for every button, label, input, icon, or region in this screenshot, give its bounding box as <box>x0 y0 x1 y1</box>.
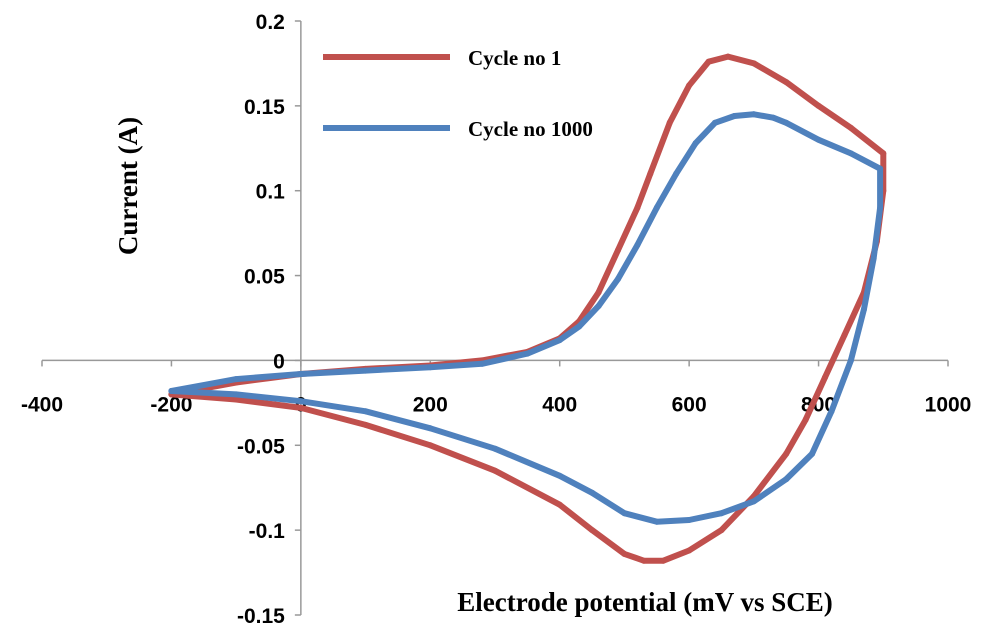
data-point <box>595 303 602 310</box>
data-point <box>828 408 835 415</box>
data-point <box>802 416 809 423</box>
data-point <box>556 501 563 508</box>
data-point <box>297 398 304 405</box>
y-tick-label: 0.2 <box>256 11 285 34</box>
data-point <box>427 442 434 449</box>
data-point <box>783 476 790 483</box>
data-point <box>362 367 369 374</box>
y-tick-label: -0.1 <box>249 520 286 543</box>
x-tick-label: 600 <box>672 393 707 416</box>
data-point <box>725 53 731 60</box>
data-point <box>692 140 699 147</box>
data-point <box>770 114 777 121</box>
data-point <box>168 388 175 394</box>
data-point <box>847 357 854 364</box>
data-point <box>815 136 822 143</box>
data-point <box>877 204 884 211</box>
data-point <box>750 111 757 118</box>
data-point <box>877 165 884 172</box>
y-tick-label: 0.05 <box>244 266 285 289</box>
y-tick-label: -0.15 <box>237 605 285 627</box>
data-point <box>615 247 621 254</box>
x-tick-label: 200 <box>413 393 448 416</box>
data-point <box>847 150 854 157</box>
data-point <box>783 450 790 457</box>
data-point <box>705 58 712 65</box>
data-point <box>660 557 667 564</box>
y-axis-title: Current (A) <box>113 117 143 255</box>
series-cycle-1000 <box>168 111 884 525</box>
y-tick-label: 0 <box>273 350 285 373</box>
data-point <box>589 489 596 496</box>
x-tick-label: -200 <box>150 393 192 416</box>
data-point <box>640 557 647 564</box>
data-point <box>479 360 486 367</box>
data-point <box>233 391 240 398</box>
data-point <box>492 467 498 474</box>
y-tick-label: 0.15 <box>244 96 285 119</box>
data-point <box>686 547 693 554</box>
data-point <box>731 113 738 119</box>
data-point <box>841 332 848 338</box>
data-point <box>870 255 877 262</box>
data-point <box>750 60 757 67</box>
data-point <box>686 82 693 89</box>
data-point <box>589 527 596 534</box>
data-point <box>647 170 654 177</box>
data-point <box>427 364 434 371</box>
data-point <box>847 124 854 131</box>
data-point <box>427 425 434 432</box>
legend-label-cycle-1000: Cycle no 1000 <box>468 117 593 141</box>
data-point <box>718 510 725 517</box>
data-point <box>686 517 693 523</box>
y-tick-marks <box>294 20 301 616</box>
data-point <box>653 204 660 211</box>
data-point <box>750 498 757 505</box>
data-point <box>880 150 887 157</box>
data-point <box>556 337 563 344</box>
x-tick-label: 1000 <box>925 393 972 416</box>
data-point <box>822 374 828 381</box>
data-point <box>783 79 790 86</box>
data-point <box>362 408 369 415</box>
data-point <box>809 450 816 457</box>
data-point <box>615 276 621 282</box>
data-point <box>860 306 867 313</box>
data-point <box>621 550 628 557</box>
data-point <box>576 323 583 330</box>
y-tick-label: 0.1 <box>256 181 286 204</box>
data-point <box>712 119 718 126</box>
data-point <box>634 204 641 211</box>
series-line <box>168 111 884 525</box>
data-point <box>653 518 660 525</box>
data-point <box>783 119 790 126</box>
y-tick-label: -0.05 <box>237 435 285 458</box>
legend-label-cycle-1: Cycle no 1 <box>468 46 561 70</box>
series-layer <box>168 53 887 564</box>
grid-axes <box>41 20 949 616</box>
data-point <box>556 472 563 479</box>
data-point <box>233 396 240 403</box>
data-point <box>362 421 369 428</box>
y-tick-labels: -0.15 -0.1 -0.05 0 0.05 0.1 0.15 0.2 <box>237 11 285 627</box>
x-axis-title: Electrode potential (mV vs SCE) <box>457 587 832 617</box>
data-point <box>297 404 304 411</box>
x-tick-label: -400 <box>21 393 63 416</box>
data-point <box>666 119 673 126</box>
data-point <box>492 445 498 452</box>
data-point <box>718 527 725 534</box>
data-point <box>297 371 304 377</box>
data-point <box>634 242 641 248</box>
x-tick-label: 400 <box>542 393 577 416</box>
data-point <box>524 350 531 357</box>
data-point <box>595 289 602 296</box>
data-point <box>815 102 822 109</box>
legend: Cycle no 1 Cycle no 1000 <box>323 46 593 141</box>
data-point <box>673 170 680 177</box>
data-point <box>233 376 240 383</box>
data-point <box>621 510 628 517</box>
